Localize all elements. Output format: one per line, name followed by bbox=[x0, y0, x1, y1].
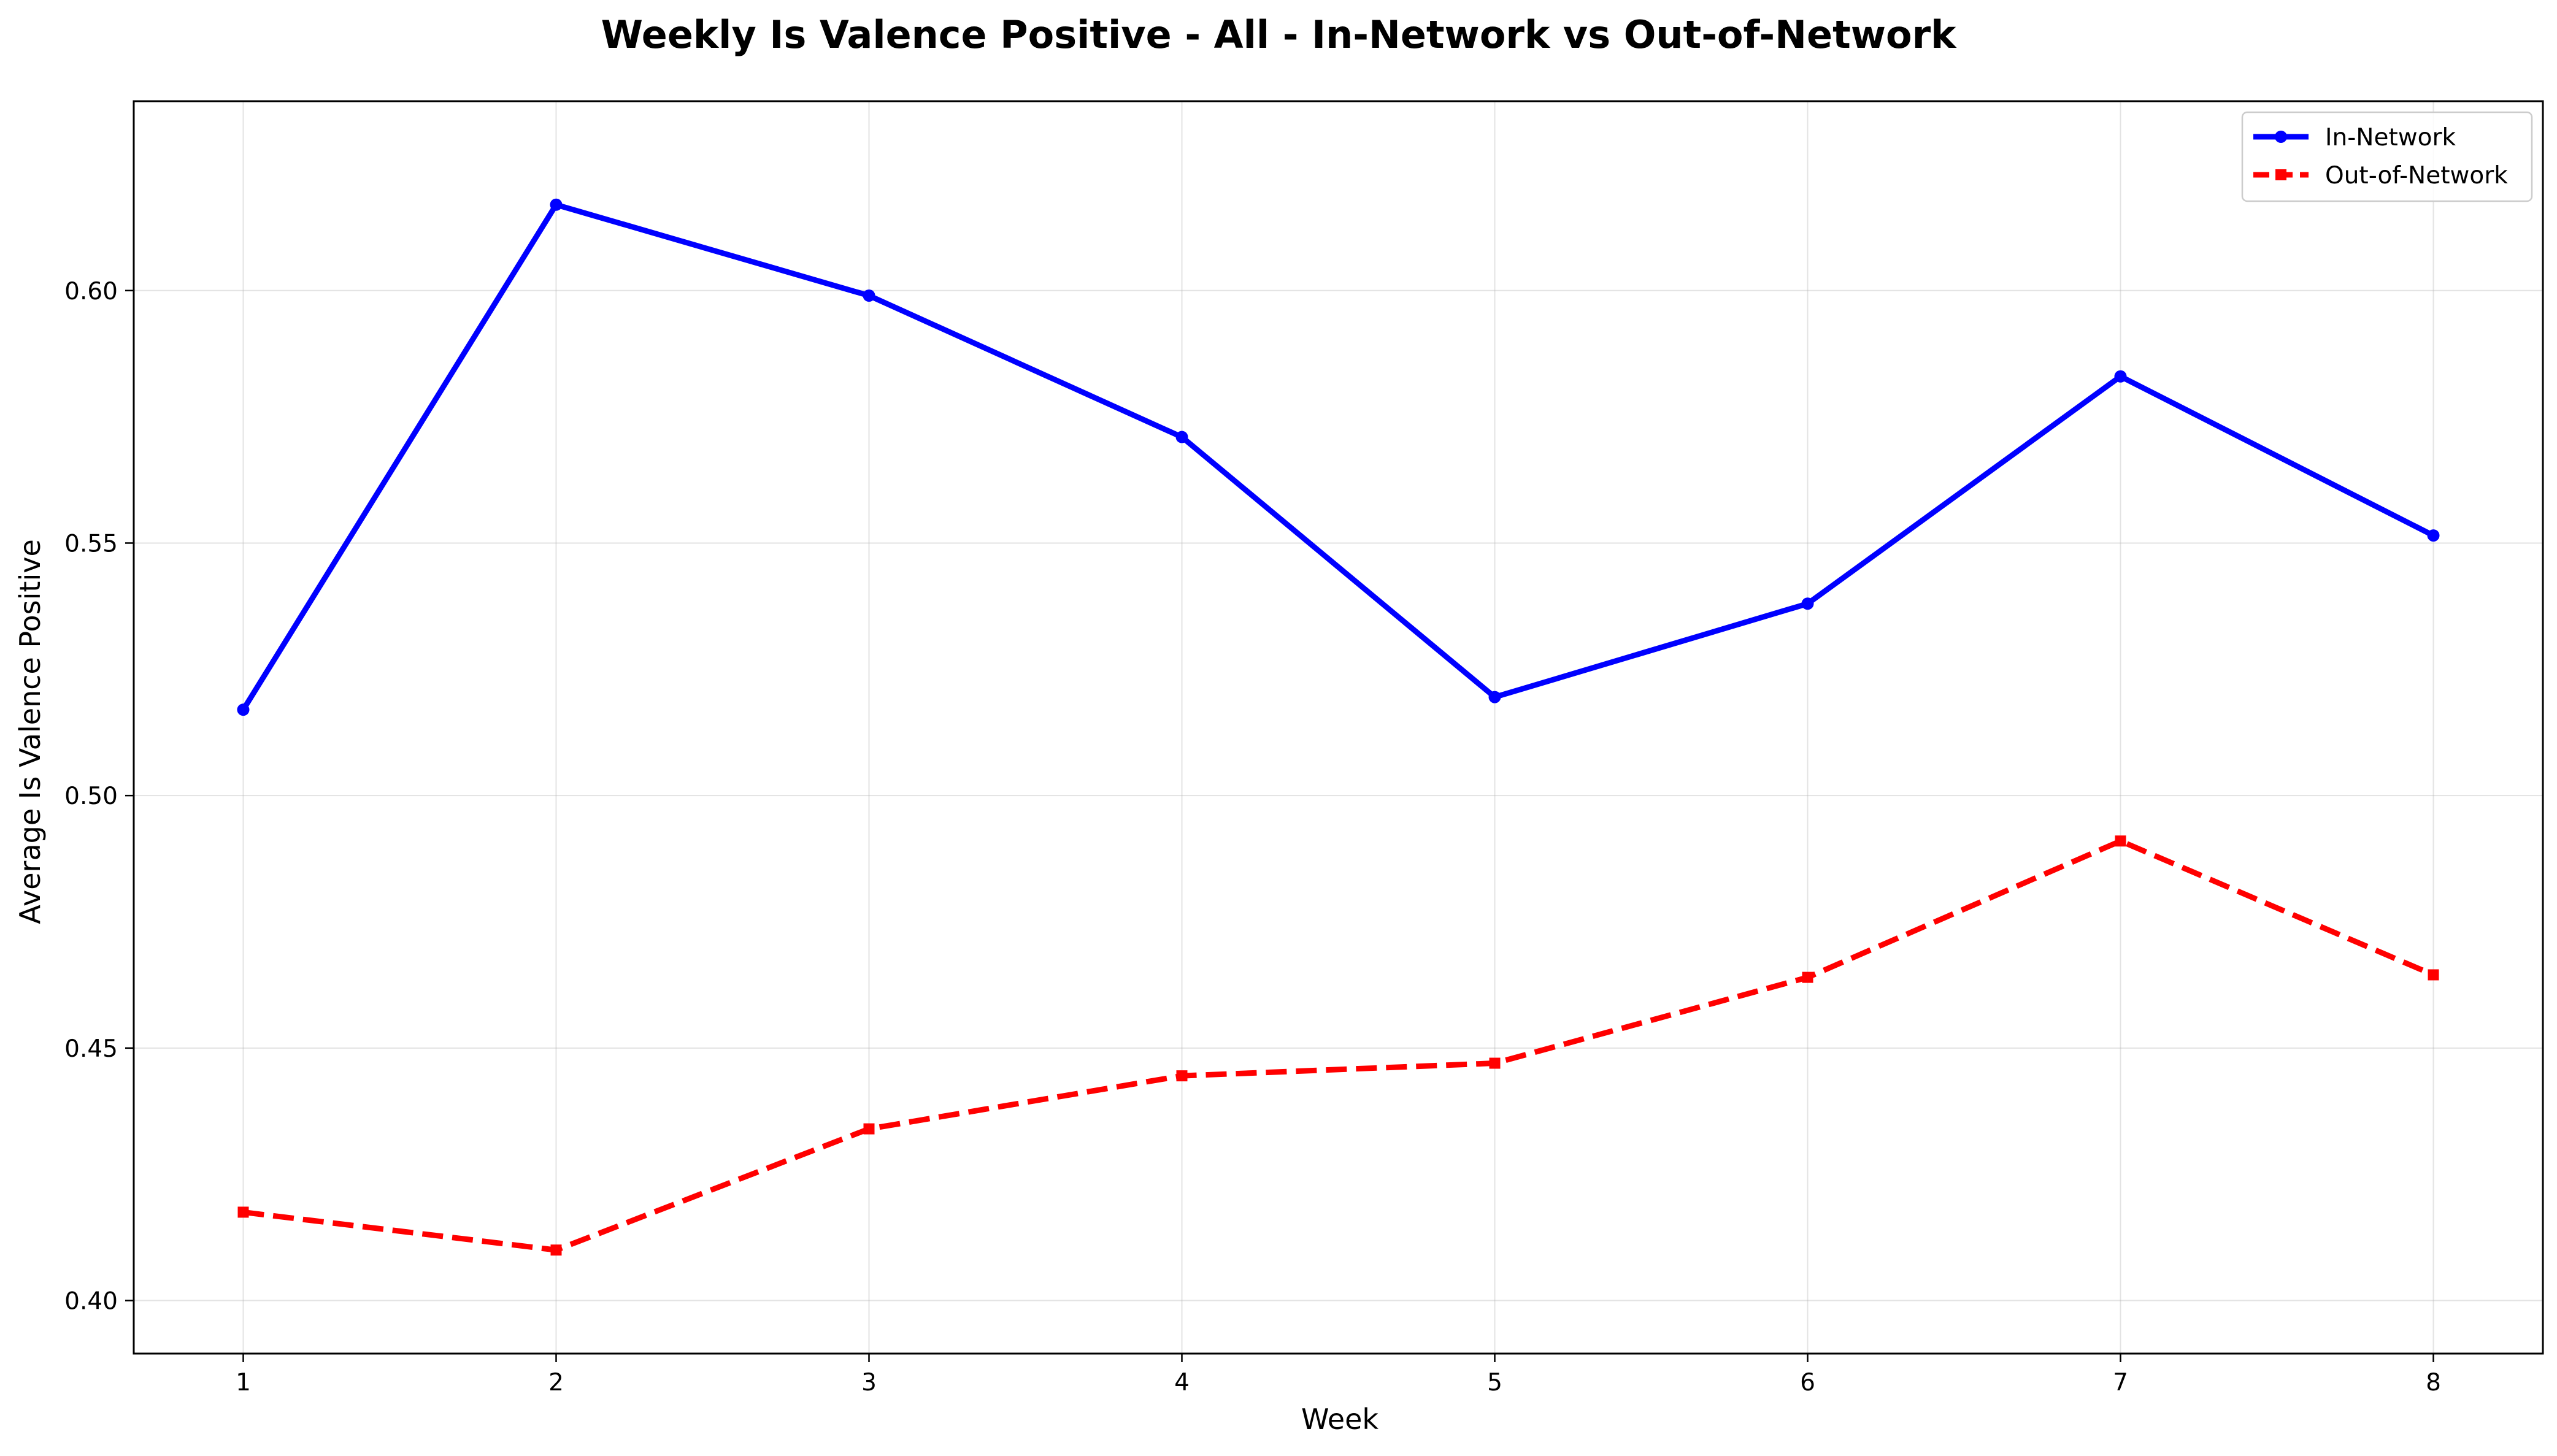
legend-item: In-Network bbox=[2253, 124, 2456, 151]
x-tick-label: 4 bbox=[1174, 1369, 1190, 1397]
data-point bbox=[2115, 835, 2126, 847]
legend-box bbox=[2241, 111, 2533, 202]
x-tick-label: 3 bbox=[861, 1369, 877, 1397]
y-tick-label: 0.40 bbox=[64, 1288, 118, 1316]
legend: In-Network Out-of-Network bbox=[2241, 111, 2533, 202]
data-point bbox=[863, 1123, 875, 1135]
data-point bbox=[2427, 529, 2440, 542]
legend-label: In-Network bbox=[2325, 124, 2456, 151]
axes-layer: 1 2 3 4 5 6 7 8 0.40 0.45 0.50 0.55 0.60 bbox=[64, 100, 2544, 1397]
series-out-of-network bbox=[237, 835, 2439, 1256]
data-point bbox=[1176, 1070, 1188, 1082]
series-in-network bbox=[237, 198, 2440, 716]
data-point bbox=[237, 1206, 249, 1218]
x-tick-label: 2 bbox=[548, 1369, 564, 1397]
grid-layer bbox=[134, 101, 2543, 1354]
plot-frame bbox=[133, 100, 2544, 1355]
y-axis-label: Average Is Valence Positive bbox=[13, 539, 47, 924]
x-tick-label: 5 bbox=[1487, 1369, 1502, 1397]
x-tick-label: 6 bbox=[1800, 1369, 1815, 1397]
chart-title: Weekly Is Valence Positive - All - In-Ne… bbox=[601, 12, 1958, 57]
y-tick-label: 0.45 bbox=[64, 1035, 118, 1063]
data-point bbox=[863, 289, 875, 302]
data-point bbox=[1175, 431, 1188, 443]
y-tick-label: 0.55 bbox=[64, 530, 118, 557]
data-point bbox=[237, 703, 250, 716]
legend-marker bbox=[2275, 169, 2286, 180]
legend-label: Out-of-Network bbox=[2325, 162, 2508, 190]
series-line-in-network bbox=[240, 202, 2435, 711]
data-point bbox=[1801, 597, 1814, 610]
data-point bbox=[550, 198, 563, 211]
y-tick-label: 0.60 bbox=[64, 278, 118, 305]
x-tick-label: 8 bbox=[2426, 1369, 2441, 1397]
x-tick-label: 1 bbox=[236, 1369, 251, 1397]
data-point bbox=[2114, 370, 2127, 383]
x-axis-label: Week bbox=[1301, 1403, 1378, 1436]
data-point bbox=[2428, 969, 2439, 981]
legend-item: Out-of-Network bbox=[2253, 162, 2508, 190]
data-point bbox=[550, 1244, 562, 1256]
legend-marker bbox=[2275, 131, 2287, 143]
data-point bbox=[1489, 1057, 1501, 1069]
series-layer bbox=[237, 198, 2440, 1256]
x-tick-label: 7 bbox=[2113, 1369, 2128, 1397]
series-line-out-of-network bbox=[242, 838, 2435, 1253]
data-point bbox=[1488, 691, 1501, 703]
data-point bbox=[1802, 971, 1813, 983]
y-tick-label: 0.50 bbox=[64, 783, 118, 810]
